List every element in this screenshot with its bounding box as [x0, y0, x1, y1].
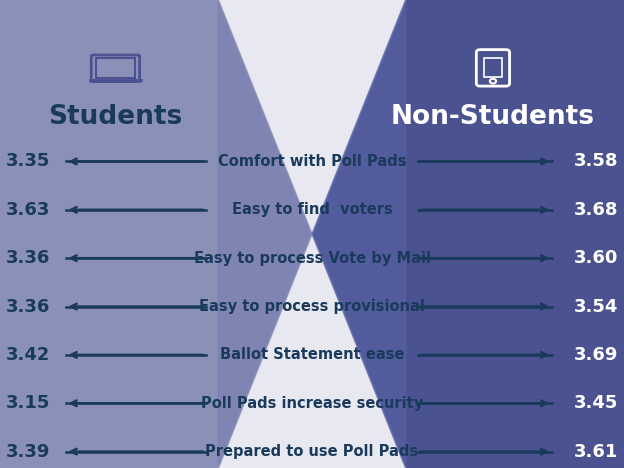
Text: Poll Pads increase security: Poll Pads increase security [201, 396, 423, 411]
Text: Comfort with Poll Pads: Comfort with Poll Pads [218, 154, 406, 169]
Text: 3.58: 3.58 [573, 153, 618, 170]
Text: 3.45: 3.45 [573, 394, 618, 412]
Text: Easy to process Vote by Mail: Easy to process Vote by Mail [193, 251, 431, 266]
Bar [0, 0, 312, 468]
Text: 3.54: 3.54 [573, 298, 618, 315]
Text: Non-Students: Non-Students [391, 104, 595, 130]
Text: Ballot Statement ease: Ballot Statement ease [220, 347, 404, 362]
Text: 3.36: 3.36 [6, 298, 51, 315]
Text: 3.36: 3.36 [6, 249, 51, 267]
Bar [90, 80, 141, 83]
Text: Students: Students [48, 104, 183, 130]
Polygon shape [312, 0, 406, 468]
Polygon shape [218, 234, 406, 468]
Text: Easy to find  voters: Easy to find voters [232, 202, 392, 217]
Bar [312, 0, 624, 468]
Polygon shape [218, 0, 312, 468]
Bar [95, 58, 135, 78]
Text: Easy to process provisional: Easy to process provisional [199, 299, 425, 314]
Text: 3.63: 3.63 [6, 201, 51, 219]
Text: 3.60: 3.60 [573, 249, 618, 267]
Bar [484, 58, 502, 77]
Text: 3.35: 3.35 [6, 153, 51, 170]
Text: Prepared to use Poll Pads: Prepared to use Poll Pads [205, 444, 419, 459]
Text: 3.42: 3.42 [6, 346, 51, 364]
Text: 3.68: 3.68 [573, 201, 618, 219]
Text: 3.69: 3.69 [573, 346, 618, 364]
Text: 3.61: 3.61 [573, 443, 618, 461]
Polygon shape [218, 0, 406, 234]
Text: 3.15: 3.15 [6, 394, 51, 412]
Text: 3.39: 3.39 [6, 443, 51, 461]
